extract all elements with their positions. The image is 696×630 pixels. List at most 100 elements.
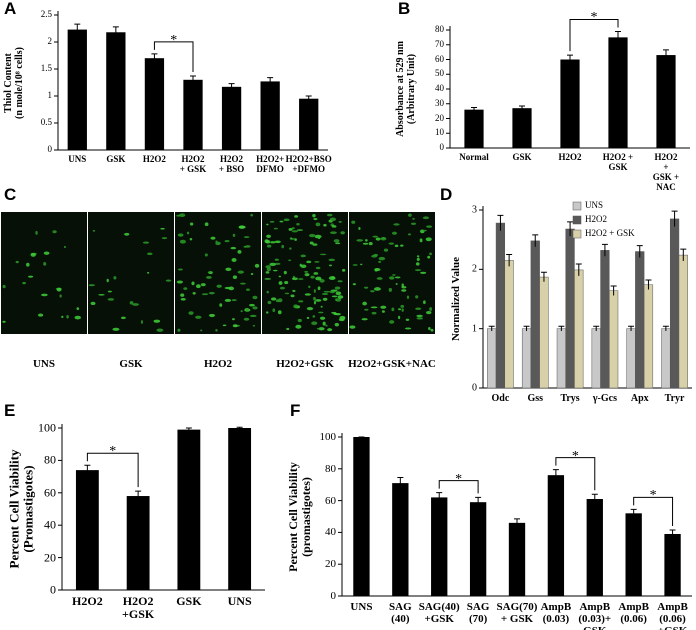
x-tick-label: AmpB (0.03) [540,601,572,626]
cell [147,271,150,274]
cell [43,261,47,266]
cell [76,307,80,311]
cell [338,220,342,223]
cell [2,320,6,323]
significance-bracket [438,480,479,494]
cell [349,325,356,329]
error-bar [397,477,404,489]
x-tick-label: H2O2 + BSO [218,154,245,174]
y-tick-label: 0 [47,144,53,155]
cell [74,315,81,320]
cell [312,315,316,318]
cell [328,276,336,281]
cell [243,317,250,321]
cell [429,252,432,256]
error-bar [514,518,520,527]
cell [319,278,325,283]
cell [283,270,287,275]
y-tick-label: 60 [325,494,336,507]
bar [664,533,681,596]
cell [329,290,335,294]
cell [315,266,321,270]
cell [426,310,432,315]
cell [373,287,381,291]
cell [206,276,212,279]
micrograph [88,212,174,334]
x-tick-label: Gss [527,393,544,404]
cell [207,271,211,274]
cell [243,236,250,239]
y-tick-label: 2.5 [40,9,52,20]
cell [250,213,254,217]
cell [224,298,232,302]
cell [232,324,238,328]
cell [304,293,311,296]
cell [406,295,410,300]
cell [356,239,364,242]
x-tick-label: AmpB (0.06) +GSK [657,601,688,630]
cell [361,318,368,321]
bar [608,37,628,148]
x-tick-label: AmpB (0.06) [618,601,649,626]
cell [352,264,358,266]
cell [266,223,269,226]
x-tick-label: SAG (70) [466,601,490,626]
cell [331,225,337,228]
micrograph [262,212,348,334]
cell [368,242,373,246]
cell [179,239,186,244]
cell [312,243,318,246]
y-axis-label: Percent Cell Viability (promastigotes) [285,461,313,572]
cell [239,225,246,229]
cell [326,213,333,217]
cell [333,239,340,243]
cell [323,290,331,293]
cell [288,228,293,231]
cell [112,327,120,331]
y-tick-label: 3 [472,204,477,216]
error-bar [488,325,495,332]
error-bar [601,243,608,257]
cell [296,229,303,231]
cell [277,298,283,303]
cell [267,300,272,305]
cell [249,314,257,318]
error-bar [671,210,678,227]
cell [279,220,284,223]
cell [160,227,165,230]
cell [322,297,328,301]
cell [265,271,270,274]
cell [323,223,327,227]
cell [124,232,130,236]
legend-swatch [572,201,582,211]
cell [232,275,238,280]
cell [423,300,426,305]
error-bar [436,492,443,503]
x-tick-label: UNS [227,594,252,608]
cell [412,217,415,220]
cell [362,301,367,306]
cell [230,246,237,250]
cell [288,259,292,262]
cell [140,320,144,324]
image-label: GSK [119,358,143,370]
error-bar [112,26,119,38]
image-label: H2O2 [203,358,233,370]
error-bar [540,271,547,282]
error-bar [567,54,573,64]
y-tick-label: 100 [38,420,56,435]
error-bar [84,464,91,475]
cell [252,306,258,310]
cell [277,310,282,315]
cell [222,324,227,327]
significance-bracket [555,457,596,491]
cell [200,283,206,287]
error-bar [663,49,669,61]
cell [254,263,260,268]
bar [521,328,532,389]
cell [360,263,363,266]
cell [286,327,290,331]
cell [38,313,44,317]
cell [335,298,338,302]
bar [228,428,252,590]
